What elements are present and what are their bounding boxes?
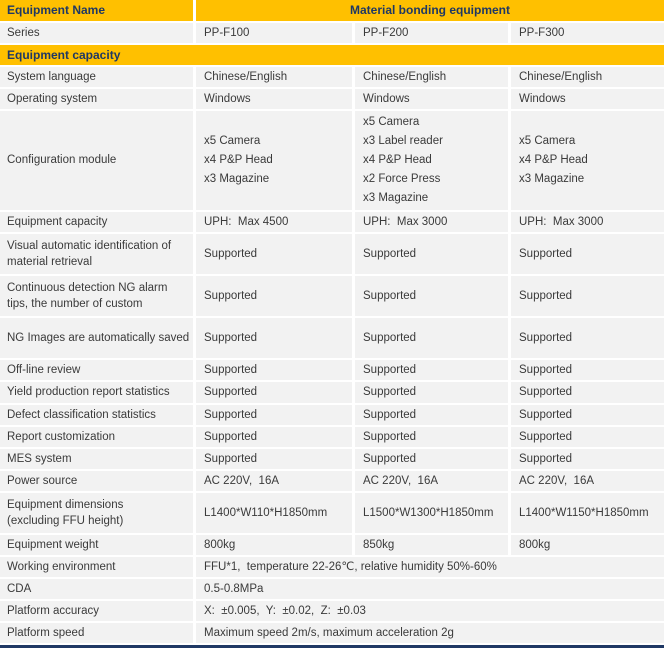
cell-value: FFU*1, temperature 22-26℃, relative humi…: [196, 557, 664, 578]
cell-value: Supported: [511, 360, 664, 381]
table-row: Operating system Windows Windows Windows: [0, 89, 664, 110]
cell-value: Supported: [511, 404, 664, 425]
cell-value: Windows: [196, 89, 352, 110]
row-label: Operating system: [0, 89, 193, 110]
cell-value: L1400*W110*H1850mm: [196, 492, 352, 533]
row-label: Series: [0, 23, 193, 44]
cell-value: Supported: [355, 448, 508, 469]
cell-value: Supported: [511, 448, 664, 469]
cell-value: UPH: Max 4500: [196, 212, 352, 233]
table-row: Yield production report statistics Suppo…: [0, 382, 664, 403]
table-row: Defect classification statistics Support…: [0, 404, 664, 425]
series-row: Series PP-F100 PP-F200 PP-F300: [0, 23, 664, 44]
table-row-configuration-module: Configuration module x5 Camera x4 P&P He…: [0, 111, 664, 211]
cell-value: AC 220V, 16A: [511, 470, 664, 491]
row-label: Equipment capacity: [0, 212, 193, 233]
table-row: MES system Supported Supported Supported: [0, 448, 664, 469]
row-label: System language: [0, 67, 193, 88]
row-label: Equipment dimensions (excluding FFU heig…: [0, 492, 193, 533]
table-row-spanned: Platform accuracy X: ±0.005, Y: ±0.02, Z…: [0, 601, 664, 622]
table-row: NG Images are automatically saved Suppor…: [0, 318, 664, 359]
table-row: System language Chinese/English Chinese/…: [0, 67, 664, 88]
cell-value: Supported: [511, 382, 664, 403]
table-row: Equipment weight 800kg 850kg 800kg: [0, 534, 664, 556]
table-row-spanned: Platform speed Maximum speed 2m/s, maxim…: [0, 623, 664, 644]
table-header-row: Equipment Name Material bonding equipmen…: [0, 0, 664, 21]
cell-value: Supported: [196, 318, 352, 359]
table-row: Equipment dimensions (excluding FFU heig…: [0, 492, 664, 533]
cell-value: Supported: [196, 234, 352, 275]
table-row-spanned: Working environment FFU*1, temperature 2…: [0, 557, 664, 578]
cell-value: 850kg: [355, 534, 508, 556]
cell-value: UPH: Max 3000: [511, 212, 664, 233]
cell-value: x5 Camera x3 Label reader x4 P&P Head x2…: [355, 111, 508, 211]
row-label: Continuous detection NG alarm tips, the …: [0, 276, 193, 317]
series-value: PP-F100: [196, 23, 352, 44]
table-row: Off-line review Supported Supported Supp…: [0, 360, 664, 381]
equipment-name-header: Equipment Name: [0, 0, 193, 21]
cell-value: Chinese/English: [511, 67, 664, 88]
table-row: Continuous detection NG alarm tips, the …: [0, 276, 664, 317]
series-value: PP-F300: [511, 23, 664, 44]
row-label: Configuration module: [0, 111, 193, 211]
cell-value: x5 Camera x4 P&P Head x3 Magazine: [511, 111, 664, 211]
cell-value: 800kg: [511, 534, 664, 556]
cell-value: Supported: [511, 234, 664, 275]
cell-value: Chinese/English: [196, 67, 352, 88]
table-row-spanned: CDA 0.5-0.8MPa: [0, 579, 664, 600]
row-label: Visual automatic identification of mater…: [0, 234, 193, 275]
row-label: Working environment: [0, 557, 193, 578]
table-row: Report customization Supported Supported…: [0, 426, 664, 447]
row-label: NG Images are automatically saved: [0, 318, 193, 359]
cell-value: Supported: [196, 404, 352, 425]
cell-value: 800kg: [196, 534, 352, 556]
row-label: Off-line review: [0, 360, 193, 381]
cell-value: AC 220V, 16A: [196, 470, 352, 491]
section-header-equipment-capacity: Equipment capacity: [0, 45, 664, 66]
row-label: Power source: [0, 470, 193, 491]
cell-value: 0.5-0.8MPa: [196, 579, 664, 600]
table-row: Equipment capacity UPH: Max 4500 UPH: Ma…: [0, 212, 664, 233]
product-name-header: Material bonding equipment: [196, 0, 664, 21]
cell-value: UPH: Max 3000: [355, 212, 508, 233]
row-label: CDA: [0, 579, 193, 600]
table-row: Power source AC 220V, 16A AC 220V, 16A A…: [0, 470, 664, 491]
cell-value: Supported: [511, 318, 664, 359]
row-label: Platform accuracy: [0, 601, 193, 622]
cell-value: Supported: [196, 448, 352, 469]
cell-value: Windows: [355, 89, 508, 110]
row-label: Equipment weight: [0, 534, 193, 556]
cell-value: Supported: [196, 360, 352, 381]
cell-value: Supported: [196, 382, 352, 403]
row-label: Defect classification statistics: [0, 404, 193, 425]
row-label: MES system: [0, 448, 193, 469]
cell-value: X: ±0.005, Y: ±0.02, Z: ±0.03: [196, 601, 664, 622]
cell-value: Maximum speed 2m/s, maximum acceleration…: [196, 623, 664, 644]
cell-value: L1500*W1300*H1850mm: [355, 492, 508, 533]
table-row: Visual automatic identification of mater…: [0, 234, 664, 275]
cell-value: x5 Camera x4 P&P Head x3 Magazine: [196, 111, 352, 211]
row-label: Yield production report statistics: [0, 382, 193, 403]
cell-value: L1400*W1150*H1850mm: [511, 492, 664, 533]
cell-value: Supported: [196, 426, 352, 447]
cell-value: Supported: [355, 382, 508, 403]
cell-value: Chinese/English: [355, 67, 508, 88]
cell-value: Supported: [355, 360, 508, 381]
series-value: PP-F200: [355, 23, 508, 44]
cell-value: Supported: [355, 426, 508, 447]
cell-value: Supported: [355, 404, 508, 425]
row-label: Platform speed: [0, 623, 193, 644]
cell-value: Supported: [355, 276, 508, 317]
cell-value: AC 220V, 16A: [355, 470, 508, 491]
cell-value: Supported: [355, 234, 508, 275]
cell-value: Supported: [196, 276, 352, 317]
cell-value: Supported: [511, 276, 664, 317]
cell-value: Supported: [355, 318, 508, 359]
row-label: Report customization: [0, 426, 193, 447]
cell-value: Windows: [511, 89, 664, 110]
cell-value: Supported: [511, 426, 664, 447]
